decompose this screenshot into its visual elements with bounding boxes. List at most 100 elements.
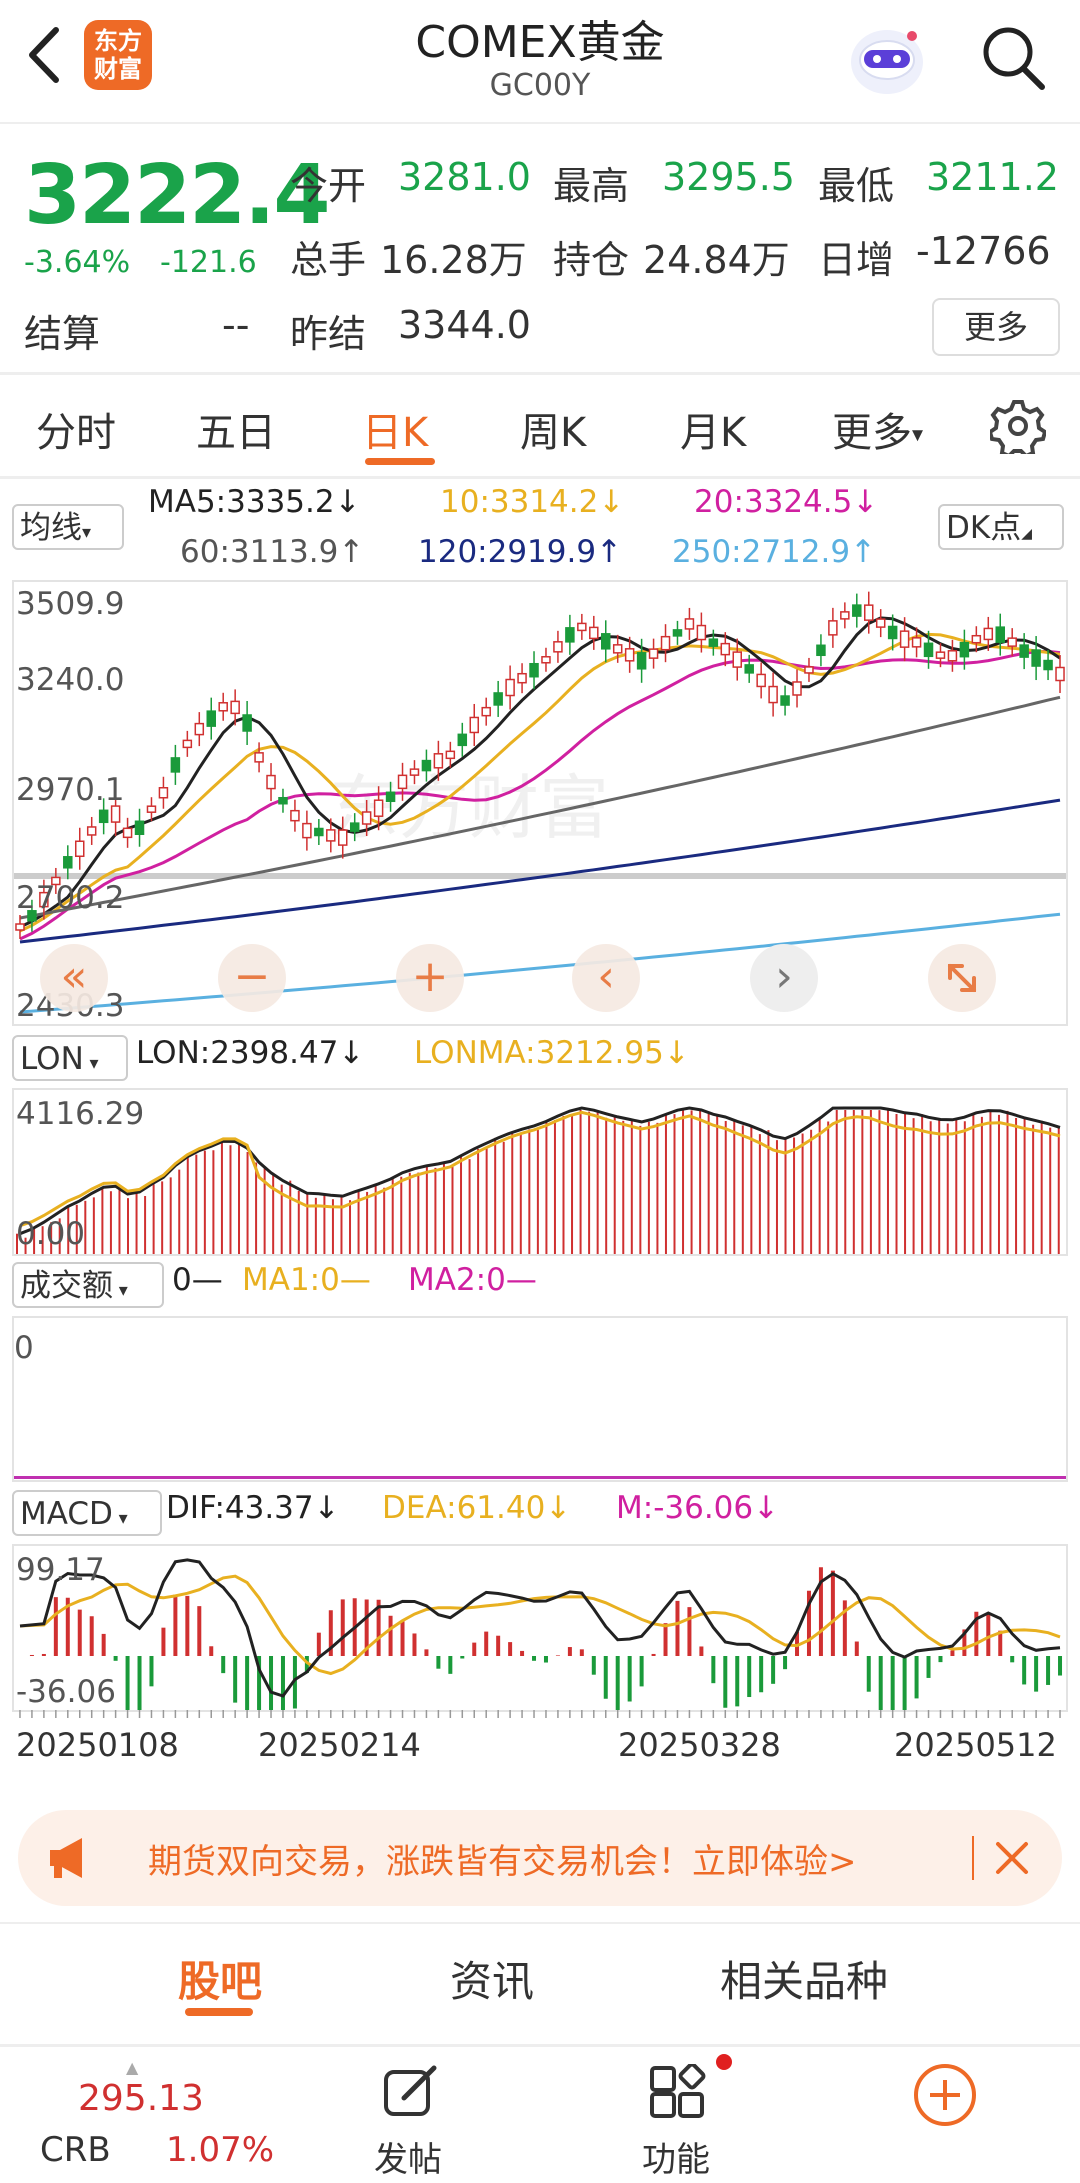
candle-body xyxy=(290,809,300,822)
candle-body xyxy=(1007,637,1017,647)
compose-post-icon[interactable] xyxy=(380,2062,440,2122)
open-interest-label: 持仓 xyxy=(553,238,630,282)
robot-assistant-icon[interactable] xyxy=(842,16,932,100)
candle-body xyxy=(696,624,707,641)
candle-body xyxy=(577,622,587,632)
tab-more-label: 更多 xyxy=(832,410,912,456)
candle-body xyxy=(457,733,468,747)
lon-chart-frame[interactable] xyxy=(12,1088,1068,1256)
post-label: 发帖 xyxy=(374,2140,442,2180)
candle-body xyxy=(660,635,671,651)
ma10-legend: 10:3314.2↓ xyxy=(440,484,625,520)
candle-body xyxy=(302,822,312,839)
more-quote-button[interactable]: 更多 xyxy=(932,298,1060,356)
promo-banner[interactable] xyxy=(18,1810,1062,1906)
functions-grid-icon[interactable] xyxy=(648,2062,710,2124)
scroll-left-fast-button[interactable]: « xyxy=(40,944,108,1012)
candle-body xyxy=(529,662,539,678)
candle-body xyxy=(1055,666,1065,682)
candle-body xyxy=(792,681,802,696)
settle-label: 结算 xyxy=(24,312,101,356)
crb-label: CRB xyxy=(40,2130,111,2170)
low-value: 3211.2 xyxy=(926,155,1059,199)
ma20-legend: 20:3324.5↓ xyxy=(694,484,879,520)
settings-gear-icon[interactable] xyxy=(987,398,1048,459)
indicator-selector-macd[interactable]: MACD ▾ xyxy=(12,1490,162,1536)
candle-body xyxy=(110,805,121,823)
candle-body xyxy=(75,840,85,858)
candle-body xyxy=(517,672,527,684)
indicator-selector-amount[interactable]: 成交额 ▾ xyxy=(12,1262,164,1308)
tab-related-products[interactable]: 相关品种 xyxy=(720,1957,889,2006)
amount-chart-frame[interactable] xyxy=(12,1316,1068,1482)
kline-chart-frame[interactable] xyxy=(12,580,1068,1026)
candle-body xyxy=(134,820,145,835)
scroll-right-button[interactable]: › xyxy=(750,944,818,1012)
tab-news[interactable]: 资讯 xyxy=(450,1957,535,2006)
open-label: 今开 xyxy=(290,164,367,208)
add-icon[interactable] xyxy=(912,2062,978,2128)
macd-chart xyxy=(19,1558,1063,1710)
indicator-amount-label: 成交额 xyxy=(20,1268,113,1304)
high-label: 最高 xyxy=(553,164,630,208)
zoom-in-button[interactable]: + xyxy=(396,944,464,1012)
tab-five-day[interactable]: 五日 xyxy=(196,410,276,456)
tab-intraday[interactable]: 分时 xyxy=(36,410,116,456)
amount-y-top: 0 xyxy=(14,1330,34,1366)
zoom-out-button[interactable]: − xyxy=(218,944,286,1012)
macd-chart-frame[interactable] xyxy=(12,1544,1068,1712)
candle-body xyxy=(672,629,683,637)
high-value: 3295.5 xyxy=(662,155,795,199)
date-label-4: 20250512 xyxy=(894,1726,1057,1764)
search-icon[interactable] xyxy=(978,22,1048,94)
indicator-selector-lon[interactable]: LON ▾ xyxy=(12,1035,128,1081)
candle-body xyxy=(995,626,1005,643)
header-divider xyxy=(0,122,1080,124)
lon-line xyxy=(19,1106,1061,1236)
candle-body xyxy=(935,651,946,659)
ma250-line xyxy=(19,912,1061,1014)
candle-body xyxy=(349,822,360,832)
tab-monthly-k[interactable]: 月K xyxy=(680,410,747,456)
macd-m-legend: M:-36.06↓ xyxy=(616,1490,780,1526)
candle-body xyxy=(565,627,575,643)
amount-legend: 0— xyxy=(172,1262,223,1298)
promo-banner-text: 期货双向交易，涨跌皆有交易机会！立即体验> xyxy=(148,1842,857,1882)
megaphone-icon xyxy=(44,1834,100,1882)
candle-body xyxy=(804,666,814,674)
candle-body xyxy=(708,638,719,647)
tab-active-indicator xyxy=(365,458,435,465)
close-icon[interactable] xyxy=(988,1834,1036,1882)
prev-settle-value: 3344.0 xyxy=(398,303,531,347)
indicator-ma-label: 均线 xyxy=(20,510,82,546)
candle-body xyxy=(158,787,169,799)
ma60-line xyxy=(19,695,1061,920)
macd-y-top: 99.17 xyxy=(16,1552,105,1588)
tab-stock-forum[interactable]: 股吧 xyxy=(178,1957,263,2006)
candle-body xyxy=(1031,649,1041,667)
scroll-left-button[interactable]: ‹ xyxy=(572,944,640,1012)
tab-weekly-k[interactable]: 周K xyxy=(520,410,587,456)
tab-more[interactable]: 更多▾ xyxy=(832,400,923,458)
change-amount: -121.6 xyxy=(160,245,257,280)
dk-point-button[interactable]: DK点◢ xyxy=(938,504,1064,550)
candle-body xyxy=(601,633,611,650)
candle-body xyxy=(1019,644,1029,658)
y-axis-label-3: 2970.1 xyxy=(16,772,125,808)
candle-body xyxy=(624,648,635,662)
candle-body xyxy=(744,664,754,674)
candle-body xyxy=(15,923,25,931)
tab-daily-k[interactable]: 日K xyxy=(362,410,429,456)
lon-y-bottom: 0.00 xyxy=(16,1216,86,1252)
candle-body xyxy=(98,809,109,824)
logo-text-1: 东方 xyxy=(94,27,142,55)
back-icon[interactable] xyxy=(18,20,68,90)
indicator-selector-ma[interactable]: 均线▾ xyxy=(12,504,124,550)
candle-body xyxy=(648,648,659,659)
candle-body xyxy=(505,678,515,697)
candle-body xyxy=(421,759,432,772)
ma250-legend: 250:2712.9↑ xyxy=(672,534,877,570)
candle-body xyxy=(959,641,970,658)
crb-value[interactable]: 295.13 xyxy=(78,2078,204,2119)
fullscreen-icon[interactable] xyxy=(928,944,996,1012)
